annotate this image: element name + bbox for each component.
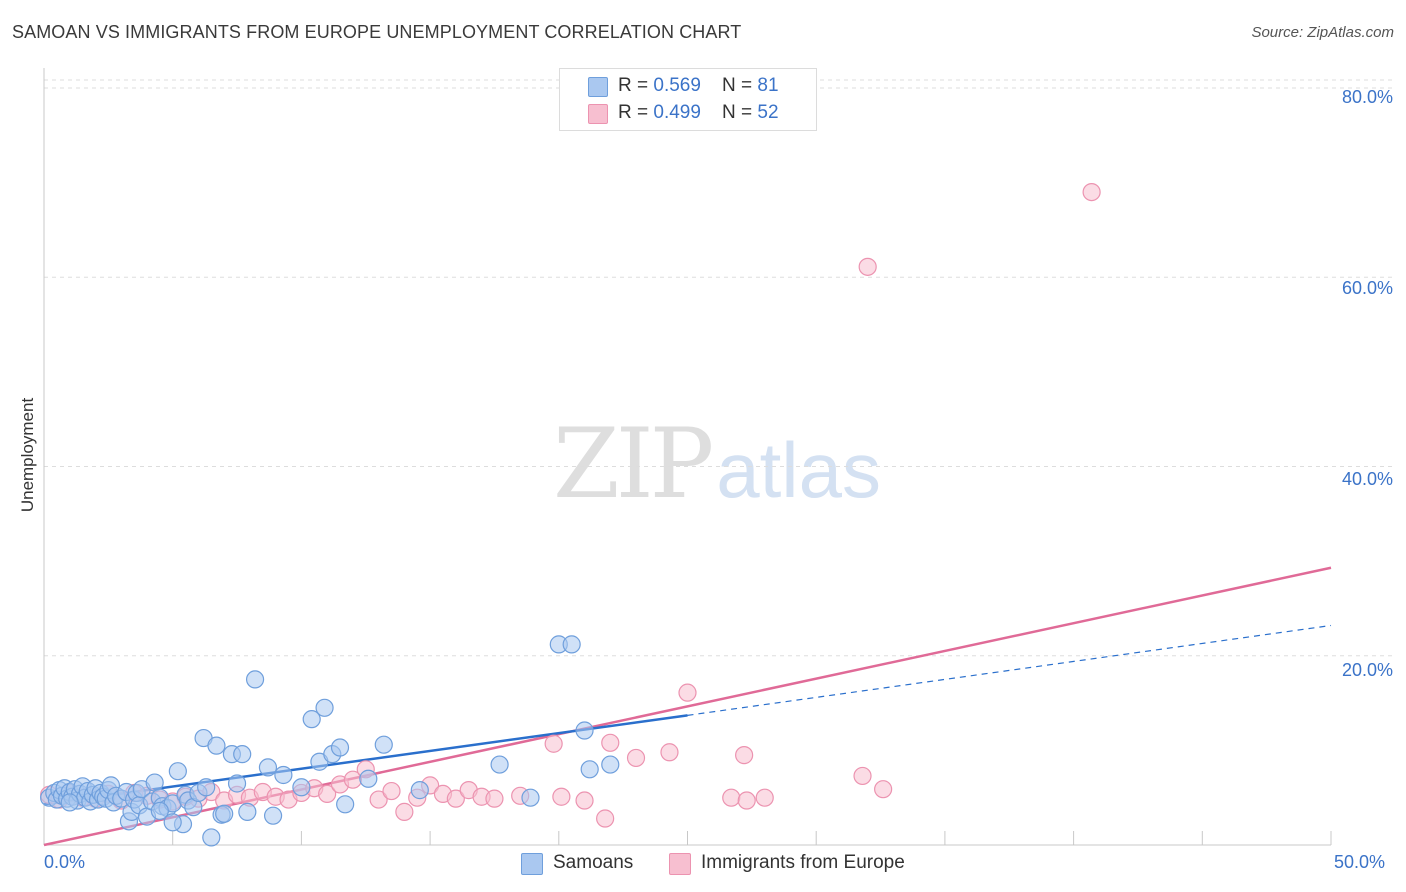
- r-value: 0.499: [653, 102, 701, 123]
- legend-label-europe: Immigrants from Europe: [701, 852, 905, 873]
- x-tick-label-max: 50.0%: [1334, 852, 1386, 872]
- legend-label-samoans: Samoans: [553, 852, 634, 873]
- y-axis-label: Unemployment: [18, 397, 37, 513]
- watermark-zip: ZIP: [553, 408, 714, 520]
- y-tick-label-20: 20.0%: [1341, 660, 1393, 680]
- samoans-point: [202, 828, 221, 847]
- europe-point: [446, 789, 465, 808]
- r-label: R =: [618, 75, 654, 96]
- watermark-atlas: atlas: [716, 426, 881, 514]
- samoans-point: [330, 738, 350, 757]
- n-value: 52: [757, 102, 779, 123]
- samoans-point: [150, 801, 169, 821]
- n-label: N =: [722, 102, 758, 123]
- samoans-point: [168, 762, 187, 781]
- samoans-point: [580, 760, 599, 779]
- europe-point: [485, 789, 504, 808]
- europe-point: [575, 791, 594, 810]
- samoans-point: [245, 670, 265, 689]
- europe-point: [318, 784, 337, 804]
- europe-point: [596, 809, 615, 828]
- y-tick-label-80: 80.0%: [1341, 87, 1393, 107]
- samoans-point: [521, 788, 540, 807]
- y-tick-label-60: 60.0%: [1341, 278, 1393, 298]
- samoans-trend-extension: [687, 624, 1332, 716]
- samoans-point: [215, 804, 234, 823]
- samoans-point: [233, 745, 252, 764]
- europe-point: [395, 802, 414, 821]
- samoans-point: [601, 755, 620, 774]
- n-value: 81: [757, 75, 779, 96]
- watermark: ZIPatlas: [553, 408, 881, 520]
- europe-point: [755, 788, 774, 807]
- samoans-point: [145, 773, 164, 792]
- samoans-point: [60, 793, 79, 812]
- europe-legend-swatch: [669, 853, 691, 875]
- samoans-point: [315, 698, 334, 717]
- samoans-point: [302, 710, 321, 729]
- y-tick-label-40: 40.0%: [1341, 469, 1393, 489]
- samoans-point: [374, 735, 393, 754]
- samoans-point: [163, 813, 182, 832]
- samoans-points: [40, 635, 620, 847]
- samoans-point: [490, 755, 509, 774]
- samoans-point: [575, 721, 594, 740]
- europe-point: [552, 787, 571, 806]
- europe-point: [1082, 182, 1101, 202]
- samoans-point: [238, 802, 257, 821]
- samoans-point: [207, 736, 226, 755]
- x-tick-label-min: 0.0%: [44, 852, 86, 872]
- europe-point: [369, 790, 388, 809]
- samoans-point: [197, 778, 216, 797]
- europe-point: [874, 780, 893, 799]
- samoans-swatch: [588, 77, 608, 97]
- axes: [43, 68, 1332, 846]
- source-label: Source: ZipAtlas.com: [1251, 24, 1394, 41]
- chart-title: SAMOAN VS IMMIGRANTS FROM EUROPE UNEMPLO…: [12, 22, 742, 42]
- europe-swatch: [588, 104, 608, 124]
- europe-point: [737, 791, 756, 810]
- europe-point: [544, 734, 563, 753]
- europe-point: [626, 748, 646, 768]
- gridlines: [44, 79, 1392, 657]
- europe-point: [678, 683, 697, 702]
- europe-point: [722, 788, 741, 807]
- europe-point: [601, 733, 620, 752]
- samoans-point: [258, 758, 278, 777]
- europe-point: [660, 743, 679, 762]
- r-label: R =: [618, 102, 654, 123]
- samoans-point: [336, 795, 355, 814]
- europe-point: [382, 781, 401, 801]
- samoans-point: [274, 765, 293, 785]
- samoans-point: [410, 781, 429, 800]
- samoans-point: [263, 806, 283, 825]
- samoans-point: [562, 635, 581, 654]
- europe-point: [858, 257, 877, 276]
- samoans-point: [359, 769, 378, 788]
- r-value: 0.569: [653, 75, 701, 96]
- samoans-point: [227, 774, 247, 793]
- samoans-point: [292, 778, 311, 797]
- europe-point: [735, 746, 754, 765]
- n-label: N =: [722, 75, 758, 96]
- samoans-legend-swatch: [521, 853, 543, 875]
- stats-legend: R = 0.569 N = 81 R = 0.499 N = 52: [559, 68, 817, 131]
- europe-point: [853, 766, 872, 786]
